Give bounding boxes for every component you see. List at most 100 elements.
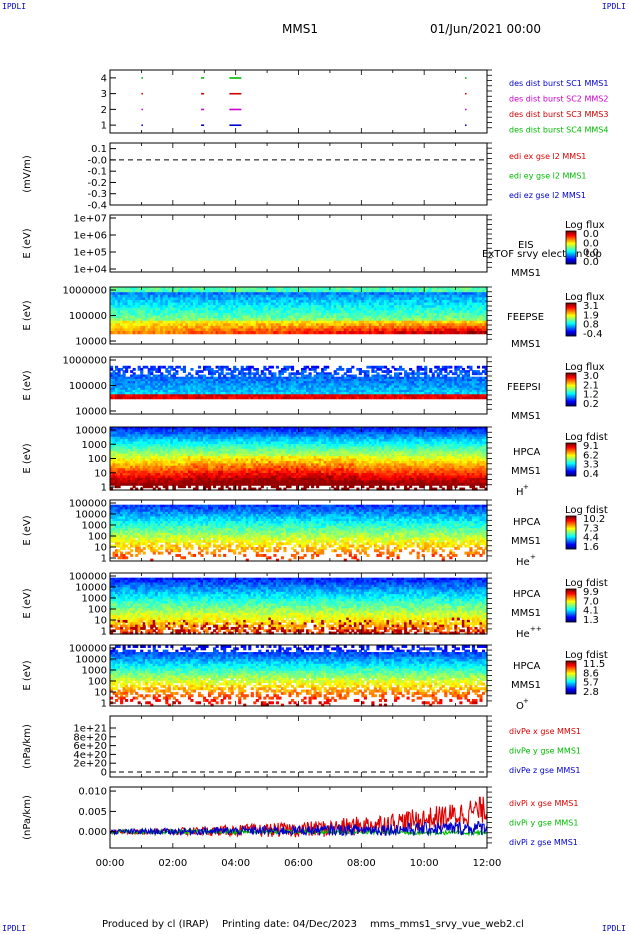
heatmap-cell: [361, 312, 365, 317]
heatmap-cell: [414, 294, 418, 298]
heatmap-cell: [333, 323, 337, 327]
heatmap-cell: [187, 372, 192, 376]
heatmap-cell: [250, 299, 254, 304]
heatmap-cell: [404, 389, 408, 393]
colorbar-frame: [565, 230, 577, 265]
heatmap-cell: [205, 389, 209, 393]
heatmap-cell: [414, 292, 418, 296]
heatmap-cell: [371, 299, 375, 304]
heatmap-cell: [120, 394, 124, 398]
heatmap-cell: [326, 305, 330, 309]
heatmap-cell: [248, 307, 252, 311]
heatmap-cell: [263, 320, 267, 324]
heatmap-cell: [409, 328, 413, 332]
heatmap-cell: [145, 318, 149, 322]
heatmap-cell: [391, 383, 395, 387]
heatmap-cell: [456, 367, 460, 371]
heatmap-cell: [220, 325, 224, 330]
heatmap-cell: [461, 376, 465, 380]
heatmap-cell: [383, 328, 388, 332]
heatmap-cell: [180, 312, 184, 317]
heatmap-cell: [205, 320, 209, 324]
heatmap-cell: [449, 297, 453, 301]
heatmap-cell: [220, 315, 224, 319]
heatmap-cell: [484, 381, 488, 384]
heatmap-cell: [245, 287, 249, 291]
heatmap-cell: [368, 294, 372, 298]
heatmap-cell: [218, 307, 222, 311]
heatmap-cell: [202, 302, 207, 306]
heatmap-cell: [235, 331, 239, 335]
heatmap-cell: [268, 292, 272, 296]
heatmap-cell: [439, 320, 443, 324]
heatmap-cell: [476, 372, 481, 376]
heatmap-cell: [253, 367, 257, 371]
burst-mark: [141, 124, 143, 127]
heatmap-cell: [469, 396, 473, 400]
heatmap-cell: [165, 320, 169, 324]
heatmap-cell: [313, 331, 317, 335]
heatmap-cell: [341, 378, 345, 382]
heatmap-cell: [197, 294, 202, 298]
heatmap-cell: [177, 365, 181, 369]
heatmap-cell: [306, 376, 310, 380]
heatmap-cell: [368, 378, 372, 382]
heatmap-cell: [145, 374, 149, 378]
heatmap-cell: [311, 297, 315, 301]
heatmap-cell: [125, 396, 129, 400]
heatmap-cell: [318, 376, 322, 380]
heatmap-cell: [313, 292, 317, 296]
heatmap-cell: [233, 374, 237, 378]
heatmap-cell: [248, 387, 252, 391]
heatmap-cell: [240, 299, 244, 304]
heatmap-cell: [441, 387, 445, 391]
heatmap-cell: [336, 381, 340, 384]
heatmap-cell: [230, 307, 234, 311]
heatmap-cell: [343, 287, 347, 291]
heatmap-cell: [469, 389, 473, 393]
heatmap-cell: [421, 372, 425, 376]
heatmap-cell: [205, 387, 209, 391]
heatmap-cell: [213, 294, 217, 298]
heatmap-cell: [461, 307, 465, 311]
heatmap-cell: [120, 389, 124, 393]
heatmap-cell: [431, 374, 435, 378]
heatmap-cell: [293, 302, 297, 306]
heatmap-cell: [333, 394, 337, 398]
colorbar-cell: [566, 319, 576, 321]
heatmap-cell: [157, 383, 161, 387]
heatmap-cell: [295, 292, 300, 296]
heatmap-cell: [273, 310, 277, 314]
heatmap-cell: [210, 302, 214, 306]
heatmap-cell: [311, 318, 315, 322]
x-tick-label: 02:00: [158, 858, 187, 869]
heatmap-cell: [235, 318, 239, 322]
heatmap-cell: [240, 365, 244, 369]
heatmap-cell: [253, 294, 257, 298]
panel-frame-burst: [109, 69, 488, 134]
heatmap-cell: [223, 374, 227, 378]
heatmap-cell: [235, 325, 239, 330]
heatmap-cell: [434, 318, 438, 322]
heatmap-cell: [120, 328, 124, 332]
heatmap-cell: [248, 297, 252, 301]
heatmap-cell: [471, 381, 476, 384]
heatmap-cell: [253, 305, 257, 309]
heatmap-cell: [238, 307, 242, 311]
heatmap-cell: [476, 315, 481, 319]
heatmap-cell: [461, 370, 465, 373]
heatmap-cell: [238, 376, 242, 380]
heatmap-cell: [285, 292, 290, 296]
heatmap-cell: [170, 294, 174, 298]
heatmap-cell: [280, 378, 285, 382]
heatmap-cell: [338, 310, 342, 314]
heatmap-cell: [361, 310, 365, 314]
heatmap-cell: [245, 385, 249, 389]
heatmap-cell: [383, 287, 388, 291]
heatmap-cell: [414, 331, 418, 335]
heatmap-cell: [449, 389, 453, 393]
heatmap-cell: [439, 297, 443, 301]
heatmap-cell: [378, 320, 383, 324]
heatmap-cell: [331, 376, 335, 380]
